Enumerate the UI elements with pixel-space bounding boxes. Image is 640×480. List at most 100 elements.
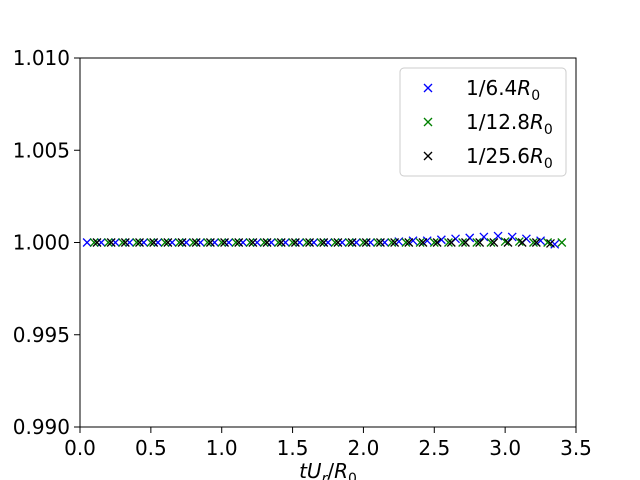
data-point [139,238,149,247]
data-point [472,238,482,247]
data-point [92,238,102,247]
x-tick-label: 1.5 [277,436,309,460]
data-point [458,238,468,247]
y-tick-label: 1.000 [13,231,70,255]
data-point [210,238,220,247]
data-point [288,238,298,247]
data-point [387,238,397,247]
data-point [351,238,361,247]
data-point [167,238,177,247]
data-point [358,238,368,247]
data-point [205,238,215,247]
data-point [273,238,283,247]
y-tick-label: 0.990 [13,415,70,439]
data-point [302,238,312,247]
y-tick-label: 1.010 [13,46,70,70]
data-point [231,238,241,247]
data-point [181,238,191,247]
data-point [337,238,347,247]
legend-label: 1/6.4R0 [466,76,540,104]
data-point [436,235,446,245]
data-point [224,238,234,247]
data-point [479,232,489,242]
data-point [82,238,92,247]
data-point [160,238,170,247]
data-point [404,238,414,247]
data-point [238,238,248,247]
data-point [415,238,425,247]
data-point [344,238,354,247]
data-point [529,238,538,247]
data-point [252,238,262,247]
data-point [290,238,300,247]
data-point [163,238,173,247]
data-point [188,238,198,247]
data-point [234,238,244,247]
data-point [110,238,120,247]
x-tick-label: 2.0 [348,436,380,460]
data-point [195,238,205,247]
data-point [330,238,340,247]
data-point [203,238,213,247]
y-tick-label: 1.005 [13,138,70,162]
data-point [245,238,255,247]
data-point [429,238,439,247]
data-point [507,232,517,242]
data-point [543,238,553,247]
data-point [106,238,116,247]
legend: 1/6.4R0 1/12.8R0 1/25.6R0 [399,67,567,177]
x-tick-label: 0.0 [64,436,96,460]
data-point [305,238,315,247]
data-point [514,237,524,247]
data-point [276,238,286,247]
data-point [259,238,269,247]
data-point [475,238,485,247]
plot-marks [82,231,567,249]
data-point [316,238,326,247]
data-point [443,238,453,247]
data-point [432,238,442,247]
x-axis: 0.0 0.5 1.0 1.5 2.0 2.5 3.0 3.5 [64,427,592,460]
data-point [89,238,99,247]
data-point [546,238,555,248]
legend-marker [423,83,433,93]
data-point [220,238,230,247]
data-point [418,238,428,247]
data-point [118,238,127,247]
data-point [103,238,113,247]
data-point [489,238,499,247]
data-point [373,238,383,247]
legend-marker [423,151,433,161]
y-tick-label: 0.995 [13,323,70,347]
data-point [146,238,156,247]
legend-marker [423,117,433,127]
data-point [217,238,227,247]
data-point [262,238,272,247]
data-point [248,238,258,247]
data-point [557,238,567,247]
data-point [323,238,333,247]
data-point [517,238,527,247]
data-point [461,238,470,247]
data-point [153,238,163,247]
x-tick-label: 2.5 [418,436,450,460]
data-point [309,238,319,247]
data-point [191,238,201,247]
x-tick-label: 0.5 [135,436,167,460]
data-point [493,231,503,241]
legend-label: 1/25.6R0 [466,144,553,172]
x-tick-label: 3.5 [560,436,592,460]
data-point [446,238,456,247]
x-axis-label: tUr/R0 [299,459,357,480]
data-point [96,238,106,247]
x-tick-label: 3.0 [489,436,521,460]
data-point [149,238,159,247]
data-point [486,238,496,247]
data-point [132,238,142,247]
data-point [120,238,130,247]
data-point [390,238,400,247]
legend-box [399,67,567,177]
data-point [366,238,375,247]
data-point [401,238,411,247]
